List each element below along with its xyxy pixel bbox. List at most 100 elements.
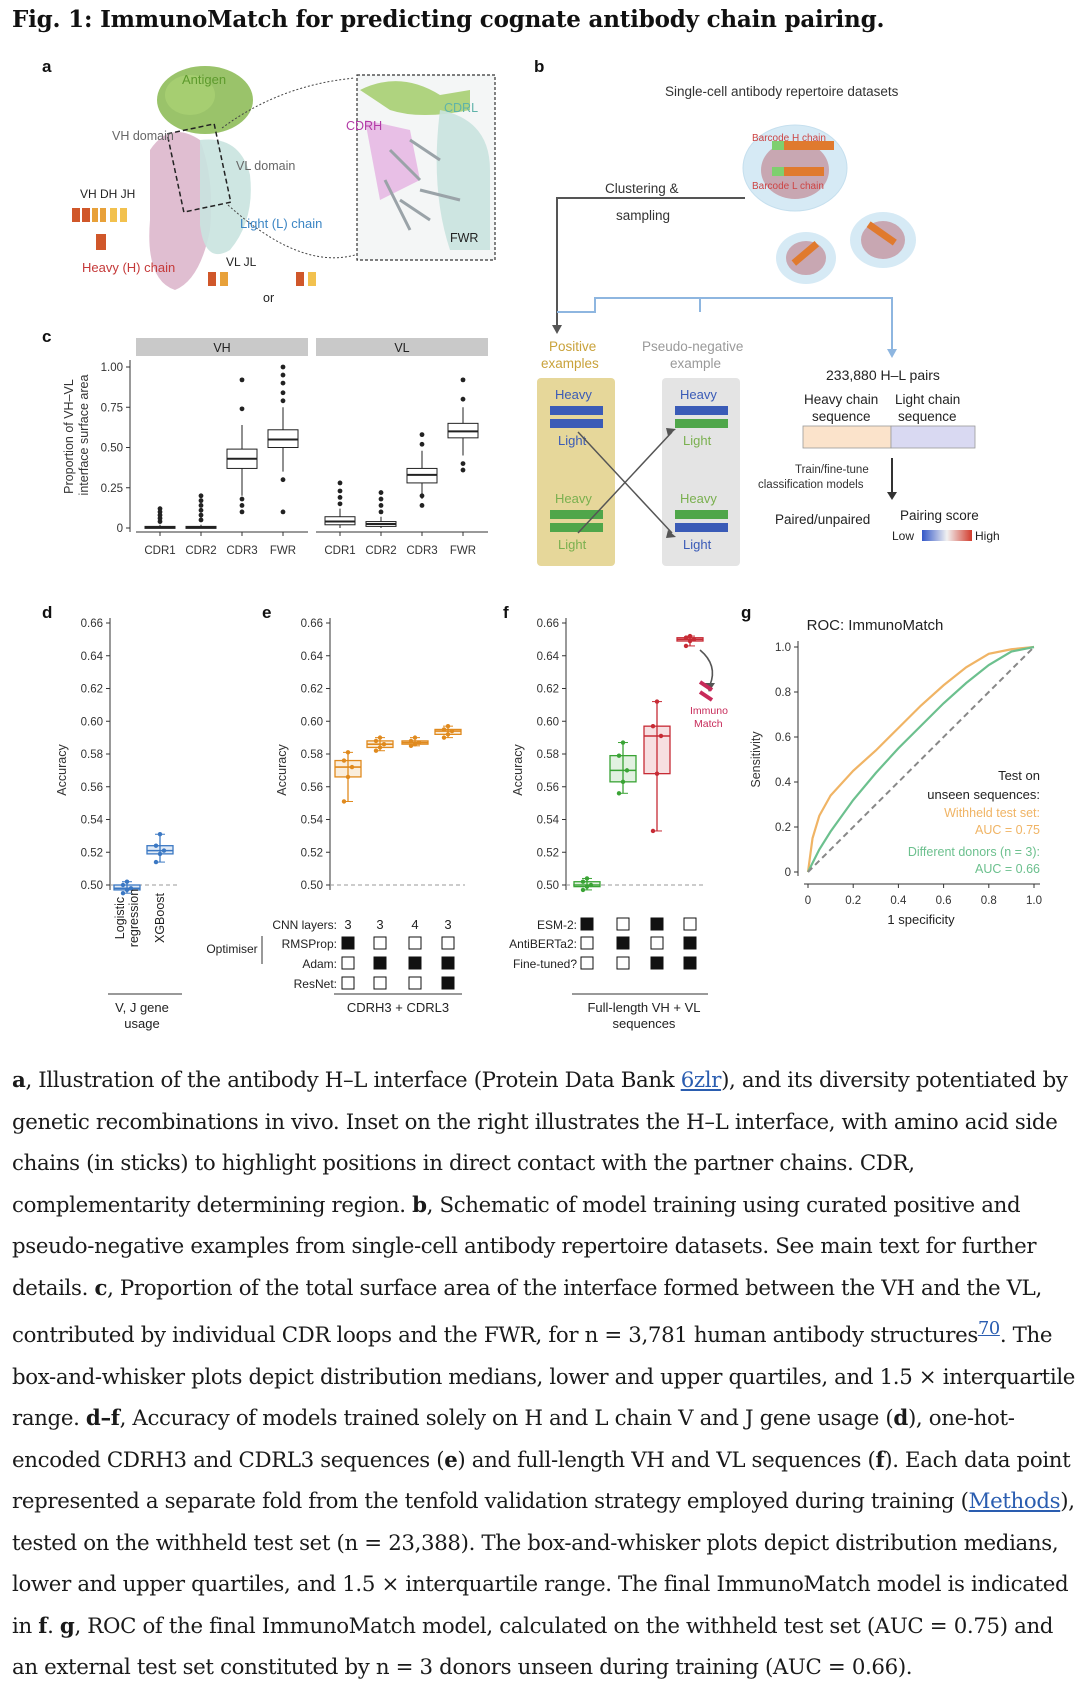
zoom-box	[166, 122, 232, 214]
panel-c-outlier	[460, 467, 466, 473]
panel-f-square	[683, 936, 697, 950]
panel-c-outlier	[239, 377, 245, 383]
panel-f-square	[580, 936, 594, 950]
neg-heavy-1: Heavy	[680, 387, 717, 402]
panel-c-outlier	[378, 503, 384, 508]
cap-df-text: , Accuracy of models trained solely on H…	[119, 1406, 894, 1432]
side-chain-sticks	[383, 138, 461, 231]
panel-g-legend-donors: Different donors (n = 3):	[908, 845, 1040, 859]
panel-c-outlier	[239, 406, 245, 412]
panel-g-ytick-label: 0.4	[775, 777, 792, 789]
panel-f-xlabel-2: sequences	[613, 1016, 676, 1031]
panel-c-xtick-label: CDR1	[144, 545, 175, 557]
datasets-label: Single-cell antibody repertoire datasets	[665, 84, 899, 99]
panel-f-chart: Immuno Match 0.50 0.52 0.54 0.56 0.58 0.60 0.6…	[509, 618, 728, 1031]
paired-label: Paired/unpaired	[775, 512, 870, 527]
panel-g-legend-testson: Test on	[998, 768, 1040, 783]
cap-b-label: b	[412, 1192, 427, 1218]
cap-e-in: e	[444, 1447, 458, 1473]
panel-label-b: b	[534, 57, 544, 76]
vl-domain-label: VL domain	[236, 159, 295, 173]
panel-d-tick-label: regression	[127, 889, 141, 947]
panel-f-ytick-label: 0.62	[537, 684, 559, 696]
panel-e-ytick-label: 0.64	[301, 651, 324, 663]
panel-c-outlier	[198, 512, 204, 518]
methods-link[interactable]: Methods	[968, 1489, 1061, 1515]
panel-e-point	[345, 774, 351, 780]
light-seq-label-2: sequence	[898, 409, 957, 424]
panel-f-point	[580, 879, 586, 884]
pseudo-label-1: Pseudo-negative	[642, 339, 743, 354]
panel-c-outlier	[280, 380, 286, 386]
panel-c-outlier	[337, 495, 343, 500]
panel-e-point	[341, 758, 347, 763]
panel-g-chart: ROC: ImmunoMatch 0 0.2 0.4 0.6 0.8 1.0 0 0.2 0.4 0…	[749, 617, 1042, 927]
panel-c-outlier	[239, 509, 245, 515]
panel-label-e: e	[262, 603, 271, 622]
high-label: High	[975, 529, 1000, 543]
panel-c-outlier	[337, 488, 343, 494]
panel-f-square	[683, 917, 697, 931]
panel-label-g: g	[741, 603, 751, 622]
panel-g-series-random	[807, 646, 1035, 873]
panel-e-point	[381, 741, 387, 747]
panel-c-ytick-label: 1.00	[101, 362, 123, 374]
h-chain-bar	[772, 141, 834, 150]
panel-c-outlier	[198, 503, 204, 508]
panel-e-square	[408, 936, 422, 950]
panel-e-point	[345, 750, 351, 755]
panel-d-point	[153, 843, 159, 848]
panel-c-chart: Proportion of VH–VL interface surface ar…	[62, 338, 488, 557]
panel-f-ytick-label: 0.58	[537, 749, 559, 761]
cap-c-text2: . The box-and-whisker plots depict distr…	[12, 1323, 1076, 1432]
neg-light-1: Light	[683, 433, 712, 448]
panel-f-square	[650, 917, 664, 931]
heavy-domain-blob	[149, 132, 212, 290]
panel-c-ytick-label: 0	[117, 523, 123, 535]
pos-light-1: Light	[558, 433, 587, 448]
panel-e-ytick-label: 0.58	[301, 749, 323, 761]
panel-c-ylabel-2: interface surface area	[77, 375, 91, 496]
panel-f-point	[691, 637, 697, 642]
panel-f-point	[683, 635, 689, 640]
panel-e-square	[341, 936, 355, 950]
panel-c-outlier	[378, 509, 384, 515]
light-seq-bar	[890, 425, 976, 449]
panel-c-outlier	[198, 517, 204, 523]
panel-c-ytick-label: 0.75	[101, 402, 123, 414]
panel-e-point	[412, 741, 418, 747]
cap-f-in: f	[875, 1447, 885, 1473]
panel-e-point	[441, 727, 447, 732]
ref-70-link[interactable]: 70	[977, 1319, 1000, 1339]
panel-d-point	[124, 879, 130, 884]
panel-c-xtick-label: FWR	[450, 545, 476, 557]
vh-domain-label: VH domain	[112, 129, 174, 143]
clustering-label: Clustering &	[605, 181, 679, 196]
light-seq-label-1: Light chain	[895, 392, 960, 407]
heavy-gene-segments	[72, 208, 127, 250]
panel-e-ytick-label: 0.66	[301, 618, 323, 630]
svg-text:Proportion of VH–VL inte: Proportion of VH–VL interface surface ar…	[62, 375, 91, 496]
arrow-clustering	[556, 197, 745, 327]
panel-f-square	[580, 917, 594, 931]
panel-d-point	[128, 886, 134, 891]
panel-e-point	[408, 738, 414, 744]
panel-e-ytick-label: 0.54	[301, 815, 324, 827]
panel-c-outlier	[378, 496, 384, 502]
panel-c-outlier	[419, 493, 425, 499]
pdb-link[interactable]: 6zlr	[680, 1068, 722, 1093]
panel-f-square	[616, 917, 630, 931]
panel-e-optimiser-label: Optimiser	[206, 942, 257, 956]
pos-light-2: Light	[558, 537, 587, 552]
panel-e-square	[408, 956, 422, 970]
panel-e-cnn-value: 4	[411, 917, 418, 932]
panel-g-ytick-label: 0.2	[775, 822, 791, 834]
antigen-label: Antigen	[182, 72, 226, 87]
pos-heavy-2: Heavy	[555, 491, 592, 506]
light-gene-segments	[208, 272, 316, 286]
panel-g-legend-donors-auc: AUC = 0.66	[975, 862, 1040, 876]
train-label-2: classification models	[758, 479, 864, 491]
panel-d-point	[120, 890, 126, 896]
panel-e-cnn-value: 3	[376, 917, 383, 932]
panel-e-ytick-label: 0.60	[301, 716, 323, 728]
